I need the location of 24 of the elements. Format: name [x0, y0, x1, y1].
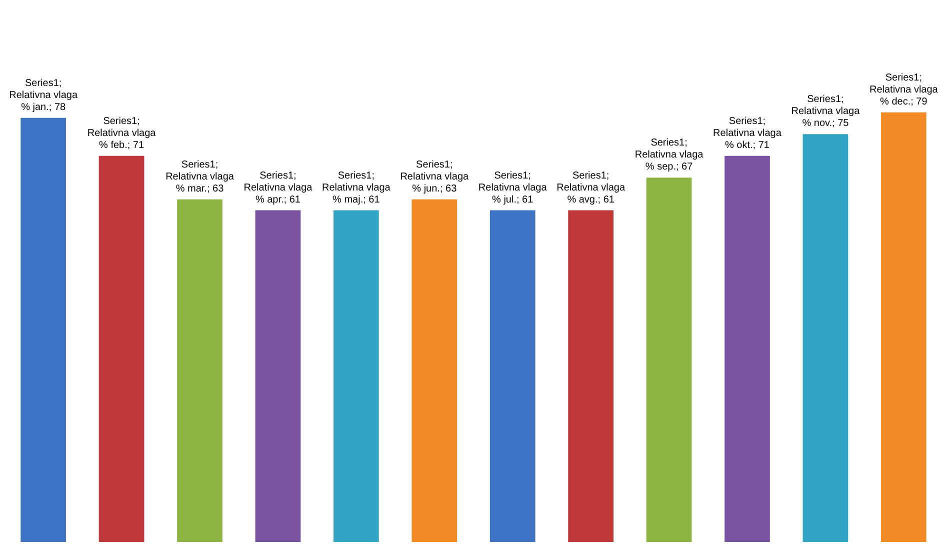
data-label: Series1; Relativna vlaga % sep.; 67: [634, 138, 704, 173]
bar: [880, 112, 926, 542]
bar: [177, 199, 222, 542]
data-label: Series1; Relativna vlaga % jul.; 61: [478, 170, 548, 206]
data-label: Series1; Relativna vlaga % dec.; 79: [869, 72, 938, 108]
data-label: Series1; Relativna vlaga % okt.; 71: [713, 116, 782, 151]
data-label: Series1; Relativna vlaga % feb.; 71: [87, 116, 156, 151]
data-label: Series1; Relativna vlaga % maj.; 61: [322, 170, 391, 206]
bar: [20, 118, 66, 542]
bar: [98, 156, 144, 542]
data-label: Series1; Relativna vlaga % apr.; 61: [244, 170, 313, 206]
bar: [412, 199, 458, 542]
data-label: Series1; Relativna vlaga % jun.; 63: [400, 159, 470, 194]
bar: [802, 134, 848, 542]
bar: [333, 210, 379, 542]
data-label: Series1; Relativna vlaga % mar.; 63: [166, 159, 234, 194]
data-label: Series1; Relativna vlaga % avg.; 61: [556, 170, 626, 206]
bar: [646, 178, 692, 542]
bar: [490, 210, 536, 542]
data-label: Series1; Relativna vlaga % nov.; 75: [791, 94, 860, 130]
bar: [255, 210, 301, 542]
data-label: Series1; Relativna vlaga % jan.; 78: [9, 78, 78, 113]
bar: [724, 156, 770, 542]
bar: [568, 210, 614, 542]
